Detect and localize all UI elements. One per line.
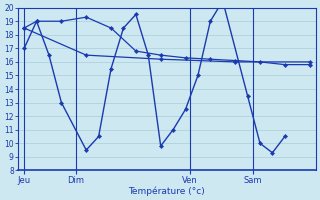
X-axis label: Température (°c): Température (°c)	[129, 186, 205, 196]
